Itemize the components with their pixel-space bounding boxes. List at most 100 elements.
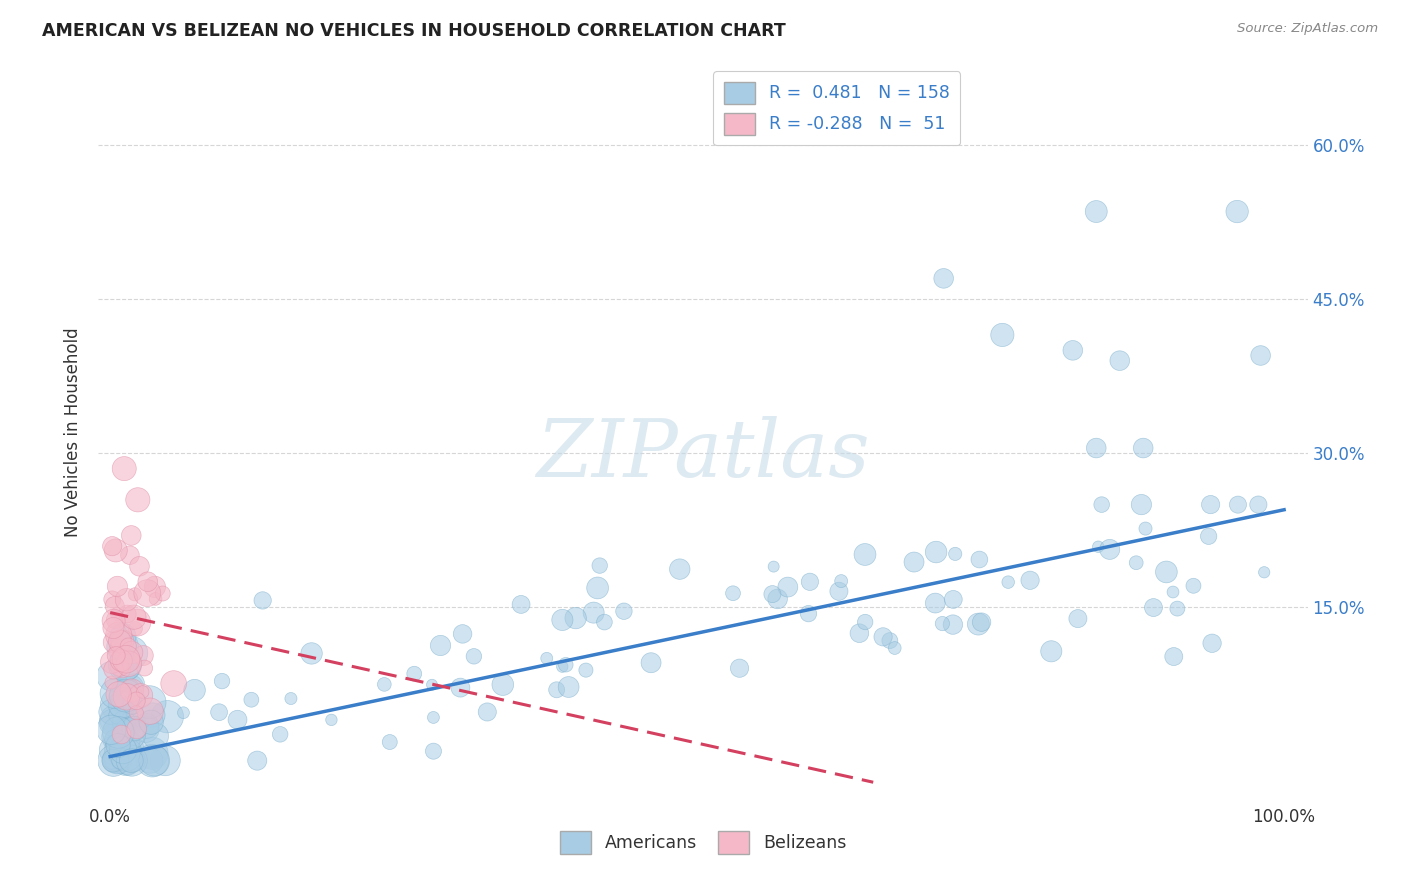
Point [967, 617, 990, 632]
Point [942, 592, 965, 607]
Point [103, 754, 125, 768]
Point [1108, 353, 1130, 368]
Point [799, 574, 821, 589]
Point [112, 743, 135, 757]
Point [115, 652, 138, 666]
Point [125, 694, 148, 708]
Point [853, 548, 876, 562]
Point [183, 683, 205, 698]
Point [120, 528, 142, 542]
Point [111, 742, 134, 756]
Point [110, 727, 132, 741]
Point [853, 615, 876, 629]
Point [104, 599, 127, 613]
Point [114, 689, 136, 703]
Point [105, 752, 128, 766]
Point [114, 718, 136, 732]
Point [1201, 636, 1223, 650]
Point [1130, 498, 1153, 512]
Point [122, 754, 145, 768]
Point [117, 639, 139, 653]
Point [100, 669, 122, 683]
Point [1253, 566, 1275, 580]
Point [269, 727, 291, 741]
Point [115, 747, 138, 762]
Point [129, 689, 152, 703]
Point [112, 629, 135, 643]
Point [132, 648, 155, 663]
Point [105, 648, 128, 663]
Point [141, 754, 163, 768]
Point [378, 735, 401, 749]
Point [879, 633, 901, 648]
Point [101, 539, 124, 553]
Point [105, 607, 128, 621]
Point [156, 709, 179, 723]
Point [1040, 644, 1063, 658]
Point [111, 640, 134, 654]
Point [1067, 611, 1090, 625]
Point [613, 604, 636, 618]
Point [136, 586, 159, 600]
Point [104, 613, 127, 627]
Point [208, 705, 231, 719]
Point [1085, 441, 1108, 455]
Point [107, 725, 129, 739]
Point [640, 656, 662, 670]
Point [1087, 540, 1109, 554]
Point [991, 327, 1014, 342]
Point [112, 461, 135, 475]
Point [105, 579, 128, 593]
Point [142, 708, 165, 723]
Point [762, 559, 785, 574]
Point [139, 704, 162, 718]
Point [797, 607, 820, 621]
Point [100, 675, 122, 690]
Point [103, 754, 125, 768]
Point [1125, 556, 1147, 570]
Point [131, 685, 153, 699]
Point [120, 754, 142, 768]
Point [103, 621, 125, 635]
Point [118, 548, 141, 562]
Point [115, 658, 138, 673]
Point [1098, 542, 1121, 557]
Point [135, 719, 157, 733]
Point [112, 715, 135, 730]
Point [145, 591, 167, 606]
Point [903, 555, 925, 569]
Point [848, 626, 870, 640]
Point [112, 733, 135, 747]
Point [872, 630, 894, 644]
Point [105, 698, 128, 712]
Point [115, 754, 138, 768]
Point [510, 598, 533, 612]
Point [111, 634, 134, 648]
Point [143, 580, 166, 594]
Point [120, 646, 142, 660]
Point [101, 592, 124, 607]
Point [121, 694, 143, 708]
Point [125, 722, 148, 736]
Point [105, 730, 128, 744]
Point [240, 692, 263, 706]
Point [124, 587, 146, 601]
Point [103, 713, 125, 727]
Point [104, 687, 127, 701]
Point [1250, 349, 1272, 363]
Point [925, 545, 948, 559]
Point [1156, 565, 1178, 579]
Point [118, 681, 141, 696]
Point [969, 552, 991, 566]
Point [107, 628, 129, 642]
Point [942, 617, 965, 632]
Point [103, 635, 125, 649]
Point [1019, 574, 1042, 588]
Point [422, 744, 444, 758]
Point [582, 606, 605, 620]
Point [103, 754, 125, 768]
Point [134, 661, 156, 675]
Point [141, 746, 163, 760]
Point [110, 742, 132, 756]
Point [101, 655, 124, 669]
